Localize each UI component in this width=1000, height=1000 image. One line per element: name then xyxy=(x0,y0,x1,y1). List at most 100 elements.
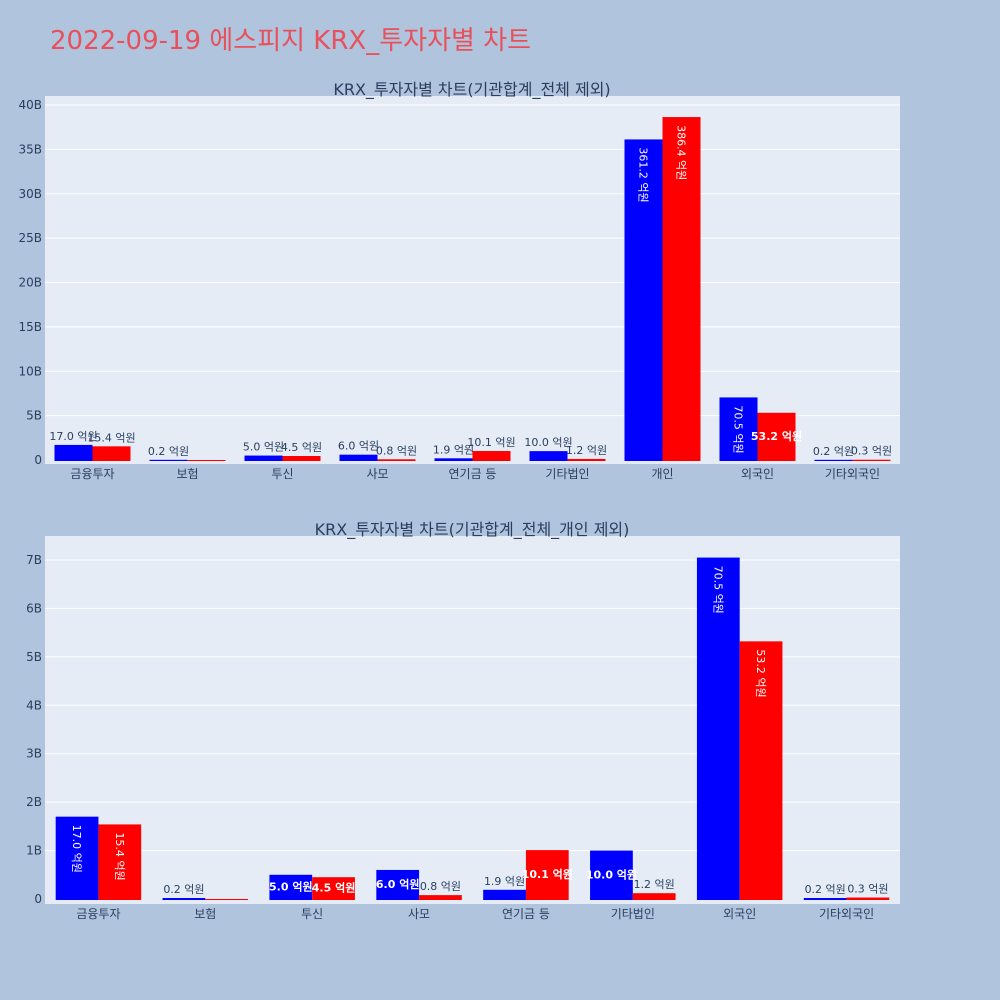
bar xyxy=(662,117,701,461)
bar xyxy=(162,898,206,900)
y-tick-label: 3B xyxy=(26,747,42,761)
bar xyxy=(696,557,740,900)
y-tick-label: 30B xyxy=(18,187,42,201)
bar-value-label: 0.3 억원 xyxy=(847,883,888,896)
x-tick-label: 금융투자 xyxy=(76,907,120,921)
bar xyxy=(205,899,249,900)
bar xyxy=(757,412,796,461)
y-tick-label: 10B xyxy=(18,364,42,378)
bar xyxy=(525,850,569,900)
x-tick-label: 기타법인 xyxy=(545,467,589,481)
bar xyxy=(803,898,847,900)
bar-value-label: 1.2 억원 xyxy=(566,444,607,457)
bar-value-label: 10.1 억원 xyxy=(467,436,515,449)
chart-bottom: KRX_투자자별 차트(기관합계_전체_개인 제외) 0 1B 2B 3B 4B 5B 6B… xyxy=(26,520,900,921)
y-tick-label: 7B xyxy=(26,553,42,567)
bar-value-label: 0.2 억원 xyxy=(805,883,846,896)
bar xyxy=(590,850,633,900)
bar-value-label: 53.2 억원 xyxy=(751,429,802,443)
bar xyxy=(54,444,93,461)
bar-value-label: 17.0 억원 xyxy=(70,825,83,873)
bar xyxy=(312,877,355,900)
bar-value-label: 15.4 억원 xyxy=(87,431,135,444)
y-tick-label: 0 xyxy=(34,453,42,467)
bar xyxy=(282,456,321,461)
y-tick-label: 35B xyxy=(18,142,42,156)
x-tick-label: 사모 xyxy=(366,467,388,481)
bar-value-label: 5.0 억원 xyxy=(269,879,313,893)
x-tick-label: 연기금 등 xyxy=(502,907,550,921)
bar xyxy=(632,893,676,900)
y-tick-label: 0 xyxy=(34,892,42,906)
bar xyxy=(244,455,283,461)
bar-value-label: 1.9 억원 xyxy=(433,443,474,456)
bar xyxy=(472,451,511,461)
bar-value-label: 70.5 억원 xyxy=(711,566,724,614)
bar xyxy=(339,454,378,461)
bar xyxy=(269,874,313,900)
bar xyxy=(55,816,99,900)
x-tick-label: 보험 xyxy=(194,907,216,921)
bar-value-label: 10.1 억원 xyxy=(522,867,573,881)
chart-title: KRX_투자자별 차트(기관합계_전체_개인 제외) xyxy=(315,520,630,540)
y-tick-label: 4B xyxy=(26,698,42,712)
bar xyxy=(376,869,420,900)
bar-value-label: 70.5 억원 xyxy=(732,405,745,453)
bar xyxy=(739,641,783,900)
page-title: 2022-09-19 에스피지 KRX_투자자별 차트 xyxy=(50,26,531,56)
bar-value-label: 6.0 억원 xyxy=(376,877,420,891)
y-tick-label: 2B xyxy=(26,795,42,809)
bar-value-label: 1.2 억원 xyxy=(634,878,675,891)
bar xyxy=(98,824,142,900)
bar xyxy=(149,459,188,461)
bar xyxy=(624,139,663,461)
bar xyxy=(187,460,226,461)
y-tick-label: 5B xyxy=(26,409,42,423)
x-tick-label: 연기금 등 xyxy=(449,467,497,481)
x-tick-label: 투신 xyxy=(301,907,323,921)
x-tick-label: 기타법인 xyxy=(611,907,655,921)
bar xyxy=(434,458,473,461)
x-tick-label: 금융투자 xyxy=(70,467,114,481)
x-tick-label: 외국인 xyxy=(741,467,774,481)
bar-value-label: 15.4 억원 xyxy=(113,832,126,880)
x-tick-label: 투신 xyxy=(271,467,293,481)
bar xyxy=(92,446,131,461)
y-tick-label: 1B xyxy=(26,844,42,858)
x-tick-label: 기타외국인 xyxy=(819,907,874,921)
bar-value-label: 0.3 억원 xyxy=(851,445,892,458)
y-tick-label: 5B xyxy=(26,650,42,664)
x-tick-label: 기타외국인 xyxy=(825,467,880,481)
bar xyxy=(483,889,526,900)
x-tick-label: 사모 xyxy=(408,907,430,921)
bar-value-label: 1.9 억원 xyxy=(484,875,525,888)
bar-value-label: 53.2 억원 xyxy=(754,649,767,697)
bar xyxy=(377,459,416,461)
bar-value-label: 4.5 억원 xyxy=(312,881,356,895)
x-tick-label: 개인 xyxy=(651,467,673,481)
y-tick-label: 40B xyxy=(18,98,42,112)
x-tick-label: 외국인 xyxy=(723,907,756,921)
bar-value-label: 0.8 억원 xyxy=(420,880,461,893)
bar xyxy=(529,451,568,461)
bar-value-label: 386.4 억원 xyxy=(675,125,688,180)
bar xyxy=(852,459,891,461)
bar-value-label: 4.5 억원 xyxy=(281,441,322,454)
bar-value-label: 361.2 억원 xyxy=(637,147,650,202)
bar-value-label: 0.2 억원 xyxy=(163,883,204,896)
bar xyxy=(814,459,853,461)
bar-value-label: 0.2 억원 xyxy=(148,445,189,458)
bar-value-label: 10.0 억원 xyxy=(586,867,637,881)
chart-top: KRX_투자자별 차트(기관합계_전체 제외) 0 5B 10B 15B 20B 25B 3… xyxy=(18,80,900,481)
bar-value-label: 6.0 억원 xyxy=(338,440,379,453)
bar xyxy=(419,895,462,900)
y-tick-label: 6B xyxy=(26,601,42,615)
x-tick-label: 보험 xyxy=(176,467,198,481)
bar-value-label: 17.0 억원 xyxy=(49,430,97,443)
plot-area xyxy=(45,96,900,464)
bar-value-label: 10.0 억원 xyxy=(524,436,572,449)
y-tick-label: 20B xyxy=(18,276,42,290)
bar xyxy=(719,397,758,461)
bar-value-label: 0.8 억원 xyxy=(376,444,417,457)
